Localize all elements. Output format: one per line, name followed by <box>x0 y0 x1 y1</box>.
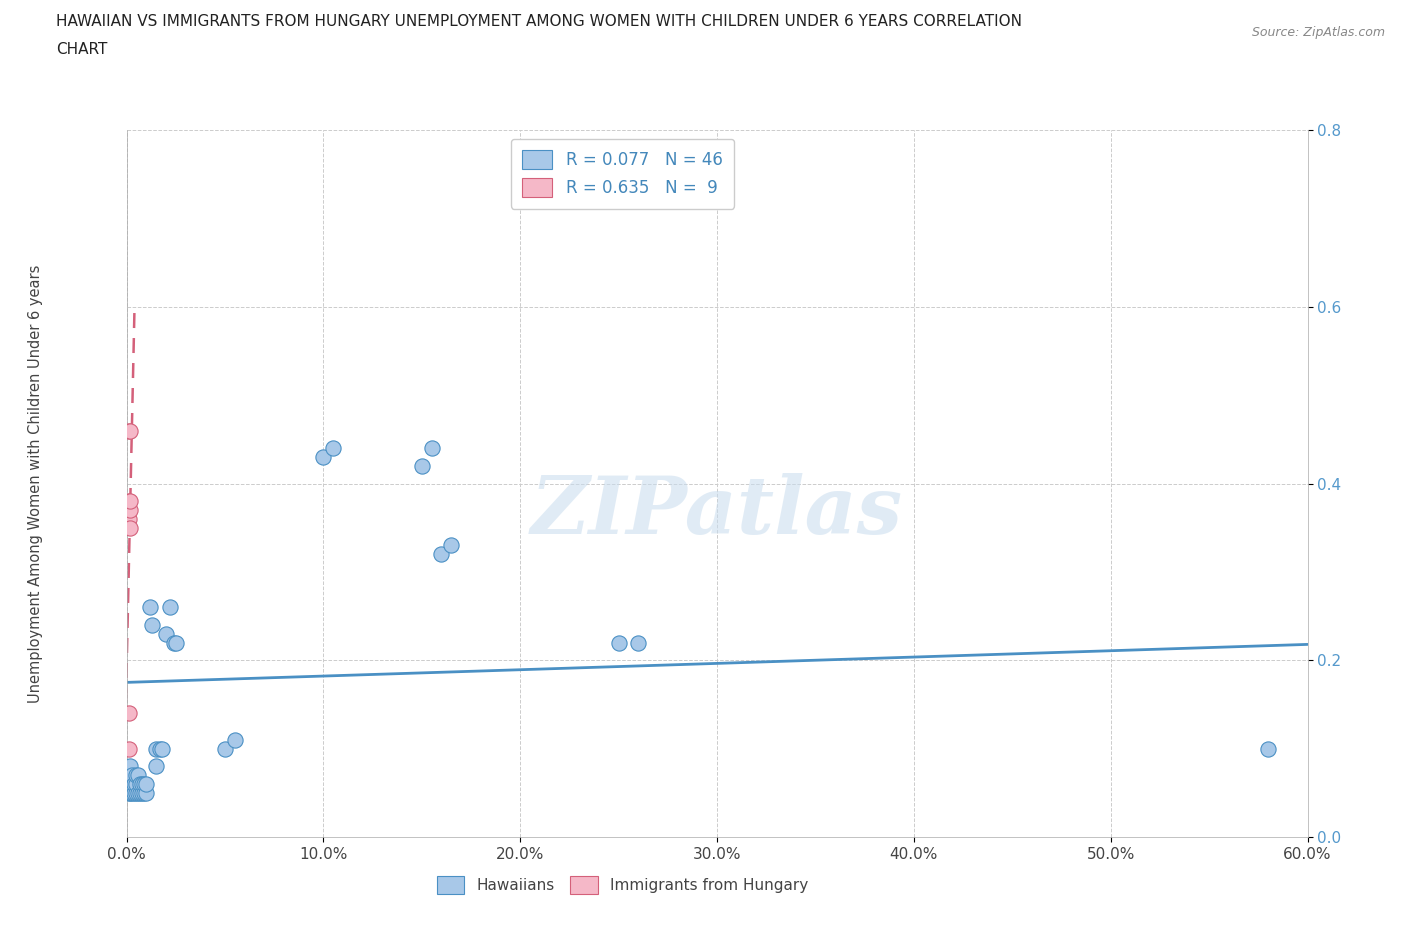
Text: HAWAIIAN VS IMMIGRANTS FROM HUNGARY UNEMPLOYMENT AMONG WOMEN WITH CHILDREN UNDER: HAWAIIAN VS IMMIGRANTS FROM HUNGARY UNEM… <box>56 14 1022 29</box>
Point <box>134 777 156 791</box>
Point <box>125 768 148 783</box>
Point <box>127 768 149 783</box>
Point <box>129 777 152 791</box>
Point <box>120 502 142 517</box>
Point <box>322 441 344 456</box>
Point <box>1257 741 1279 756</box>
Text: Unemployment Among Women with Children Under 6 years: Unemployment Among Women with Children U… <box>28 264 42 703</box>
Point <box>120 785 142 800</box>
Point <box>120 777 142 791</box>
Point <box>440 538 463 552</box>
Point <box>159 600 181 615</box>
Point <box>117 512 139 526</box>
Point <box>121 768 143 783</box>
Point <box>120 768 142 783</box>
Point <box>120 494 142 509</box>
Point <box>120 759 142 774</box>
Text: Source: ZipAtlas.com: Source: ZipAtlas.com <box>1251 26 1385 39</box>
Point <box>129 785 152 800</box>
Point <box>607 635 630 650</box>
Point <box>121 785 143 800</box>
Text: ZIPatlas: ZIPatlas <box>531 473 903 551</box>
Point <box>163 635 186 650</box>
Point <box>149 741 172 756</box>
Point <box>131 785 153 800</box>
Point <box>120 521 142 536</box>
Point <box>214 741 236 756</box>
Point <box>134 785 156 800</box>
Point <box>117 741 139 756</box>
Point <box>150 741 173 756</box>
Point <box>165 635 187 650</box>
Point <box>125 785 148 800</box>
Point <box>117 777 139 791</box>
Point <box>145 759 167 774</box>
Point <box>127 785 149 800</box>
Point <box>141 618 163 632</box>
Point <box>117 768 139 783</box>
Point <box>124 777 146 791</box>
Point <box>135 785 157 800</box>
Point <box>430 547 453 562</box>
Point <box>420 441 443 456</box>
Point <box>145 741 167 756</box>
Point <box>121 777 143 791</box>
Point <box>120 423 142 438</box>
Point <box>139 600 162 615</box>
Point <box>124 785 146 800</box>
Text: CHART: CHART <box>56 42 108 57</box>
Point <box>155 627 177 642</box>
Legend: Hawaiians, Immigrants from Hungary: Hawaiians, Immigrants from Hungary <box>430 870 814 900</box>
Point <box>411 458 433 473</box>
Point <box>117 706 139 721</box>
Point <box>117 423 139 438</box>
Point <box>135 777 157 791</box>
Point <box>117 785 139 800</box>
Point <box>312 450 335 465</box>
Point <box>224 733 246 748</box>
Point <box>125 777 148 791</box>
Point <box>131 777 153 791</box>
Point <box>627 635 650 650</box>
Point <box>117 494 139 509</box>
